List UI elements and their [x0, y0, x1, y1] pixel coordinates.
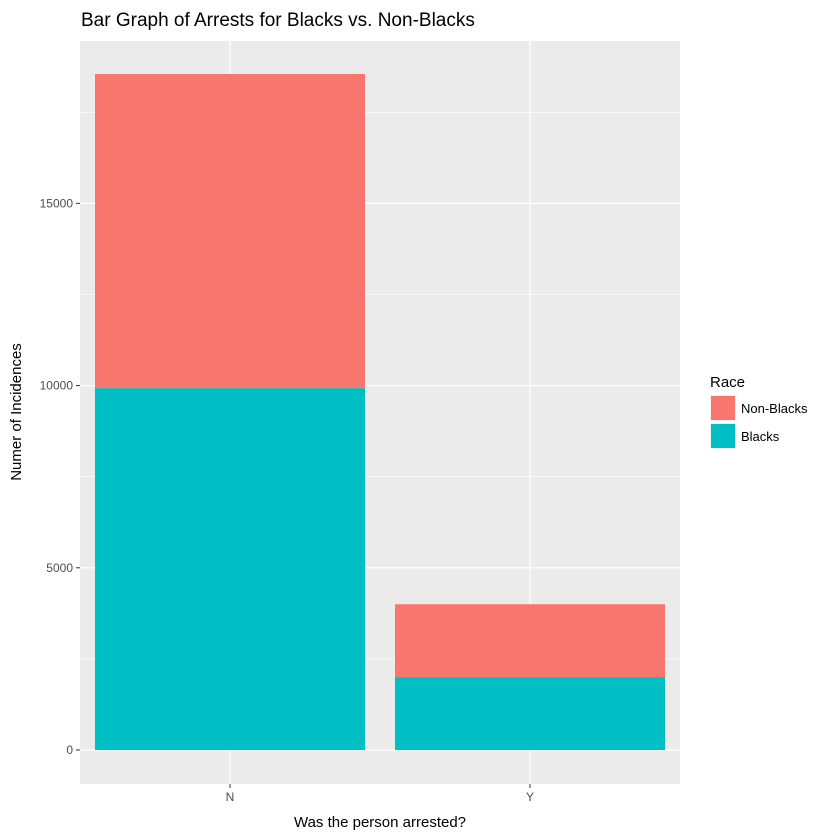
- bar-Y-non-blacks: [395, 604, 665, 678]
- bar-Y-blacks: [395, 677, 665, 750]
- bars: [95, 74, 665, 750]
- y-tick-label: 10000: [40, 379, 74, 393]
- y-axis-title: Numer of Incidences: [8, 343, 25, 481]
- chart-title: Bar Graph of Arrests for Blacks vs. Non-…: [81, 10, 475, 31]
- bar-N-non-blacks: [95, 74, 365, 389]
- x-tick-label: N: [226, 790, 235, 804]
- legend-title: Race: [710, 374, 745, 391]
- y-tick-label: 5000: [46, 561, 73, 575]
- x-tick-label: Y: [526, 790, 534, 804]
- y-tick-label: 15000: [40, 196, 74, 210]
- y-tick-label: 0: [66, 743, 73, 757]
- legend-swatch-non-blacks: [711, 396, 735, 420]
- y-axis: 0 5000 10000 15000: [40, 196, 80, 757]
- legend: Race Non-Blacks Blacks: [710, 374, 808, 449]
- bar-N-blacks: [95, 388, 365, 750]
- legend-label: Non-Blacks: [741, 401, 808, 416]
- legend-swatch-blacks: [711, 424, 735, 448]
- legend-label: Blacks: [741, 429, 780, 444]
- x-axis-title: Was the person arrested?: [294, 814, 466, 831]
